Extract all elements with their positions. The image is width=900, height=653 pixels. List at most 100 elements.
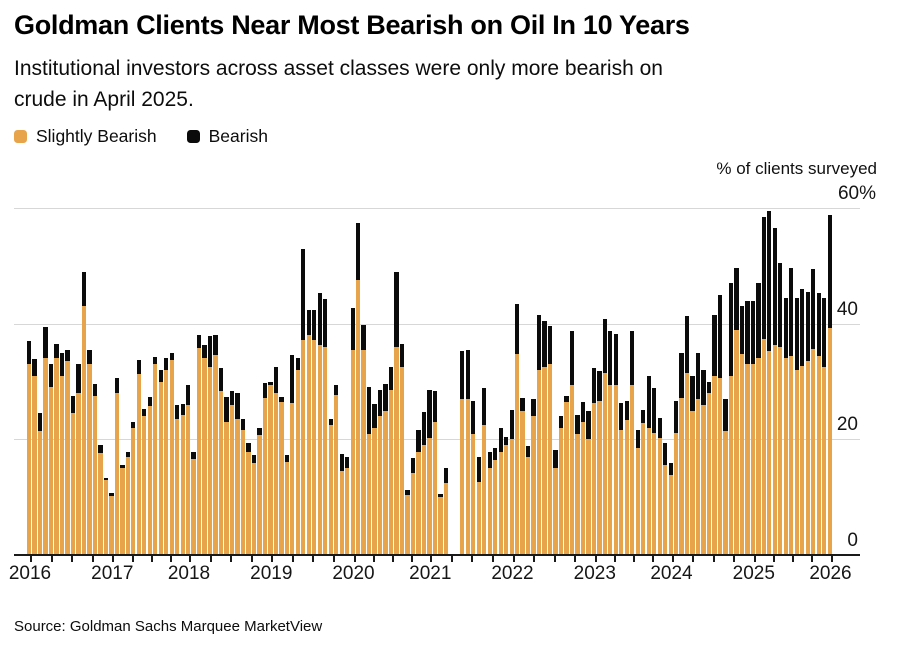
bar-segment-slightly-bearish	[229, 405, 235, 555]
bar-segment-bearish	[164, 358, 169, 370]
bar-segment-slightly-bearish	[641, 423, 646, 555]
bar-segment-bearish	[158, 370, 163, 382]
bar-segment-slightly-bearish	[663, 464, 668, 555]
bar-segment-slightly-bearish	[728, 375, 734, 555]
bar-segment-bearish	[772, 227, 777, 346]
bar-segment-bearish	[712, 315, 717, 376]
bar-segment-bearish	[536, 314, 542, 370]
bar-segment-bearish	[613, 334, 618, 385]
bar-segment-bearish	[690, 375, 695, 411]
bar-segment-bearish	[476, 456, 481, 482]
bar-segment-slightly-bearish	[180, 415, 185, 555]
bar-segment-bearish	[789, 267, 794, 357]
bar-segment-slightly-bearish	[355, 280, 361, 555]
bar-segment-bearish	[279, 396, 284, 402]
bar-segment-slightly-bearish	[350, 349, 355, 555]
bar-segment-slightly-bearish	[591, 403, 597, 555]
bar-segment-bearish	[575, 414, 580, 434]
bar-segment-slightly-bearish	[690, 410, 695, 555]
year-tick-2021	[430, 556, 433, 562]
bar-segment-slightly-bearish	[575, 433, 580, 555]
bar-segment-slightly-bearish	[613, 384, 618, 555]
bar-segment-slightly-bearish	[125, 456, 130, 555]
bar-segment-bearish	[87, 349, 92, 365]
chart-legend: Slightly Bearish Bearish	[14, 125, 268, 147]
bar-segment-slightly-bearish	[520, 410, 525, 555]
bar-segment-bearish	[652, 387, 657, 433]
bar-segment-slightly-bearish	[120, 468, 125, 555]
bar-segment-bearish	[745, 300, 750, 365]
bar-segment-slightly-bearish	[284, 461, 289, 555]
bar-segment-bearish	[822, 297, 827, 368]
source-attribution: Source: Goldman Sachs Marquee MarketView	[14, 618, 323, 635]
bar-segment-bearish	[229, 391, 235, 406]
bar-segment-bearish	[59, 352, 65, 376]
bar-segment-bearish	[520, 397, 525, 411]
year-tick-2019	[271, 556, 274, 562]
bar-segment-bearish	[202, 345, 207, 359]
quarter-tick	[291, 556, 294, 562]
bar-segment-bearish	[493, 448, 498, 460]
bar-segment-slightly-bearish	[37, 430, 43, 555]
bar-segment-bearish	[383, 383, 388, 411]
bar-segment-slightly-bearish	[103, 480, 109, 555]
bar-segment-slightly-bearish	[443, 483, 448, 555]
bar-segment-bearish	[339, 453, 344, 472]
bar-segment-slightly-bearish	[59, 375, 65, 555]
bar-segment-slightly-bearish	[679, 397, 684, 555]
bar-segment-slightly-bearish	[794, 370, 799, 555]
quarter-tick	[712, 556, 715, 562]
bar-segment-slightly-bearish	[558, 427, 564, 555]
bar-segment-bearish	[224, 396, 229, 422]
bar-segment-slightly-bearish	[684, 372, 690, 555]
bar-segment-slightly-bearish	[438, 496, 443, 555]
bar-segment-slightly-bearish	[789, 356, 794, 555]
bar-segment-slightly-bearish	[580, 422, 586, 555]
bar-segment-slightly-bearish	[131, 427, 136, 555]
bar-segment-slightly-bearish	[218, 391, 224, 555]
bar-segment-slightly-bearish	[92, 396, 98, 555]
bar-segment-slightly-bearish	[279, 401, 284, 555]
y-axis-label-20: 20	[836, 414, 858, 436]
bar-segment-slightly-bearish	[268, 385, 273, 555]
bar-segment-bearish	[120, 464, 125, 469]
bar-segment-bearish	[679, 352, 684, 398]
bar-segment-bearish	[240, 418, 246, 431]
bar-segment-slightly-bearish	[306, 335, 311, 555]
quarter-tick	[533, 556, 536, 562]
bar-segment-bearish	[37, 413, 43, 431]
bar-segment-bearish	[125, 451, 130, 457]
y-axis-unit-label: % of clients surveyed	[716, 159, 877, 178]
quarter-tick	[733, 556, 736, 562]
bar-segment-bearish	[624, 401, 629, 420]
bar-segment-slightly-bearish	[196, 348, 202, 555]
bar-segment-bearish	[657, 418, 662, 439]
bar-segment-bearish	[800, 289, 805, 366]
bar-segment-bearish	[262, 383, 268, 399]
bar-segment-slightly-bearish	[32, 375, 37, 555]
bar-segment-bearish	[54, 343, 59, 359]
bar-segment-bearish	[207, 336, 213, 367]
bar-segment-bearish	[213, 334, 218, 355]
bar-segment-slightly-bearish	[827, 327, 832, 555]
bar-segment-bearish	[432, 390, 438, 422]
bar-segment-bearish	[706, 381, 712, 394]
bar-segment-bearish	[405, 490, 410, 495]
bar-segment-slightly-bearish	[191, 458, 196, 555]
bar-segment-slightly-bearish	[383, 410, 388, 555]
bar-segment-slightly-bearish	[514, 354, 520, 555]
bar-segment-bearish	[65, 349, 70, 362]
bar-segment-slightly-bearish	[504, 445, 509, 555]
bar-segment-bearish	[301, 249, 306, 340]
quarter-tick	[250, 556, 253, 562]
bar-segment-bearish	[723, 398, 728, 431]
bar-segment-bearish	[48, 364, 54, 388]
bar-segment-bearish	[728, 283, 734, 376]
bar-segment-bearish	[553, 449, 558, 469]
bar-segment-bearish	[328, 419, 333, 425]
bar-segment-bearish	[312, 309, 317, 340]
bar-segment-slightly-bearish	[553, 468, 558, 555]
bar-segment-bearish	[92, 384, 98, 396]
bar-segment-bearish	[569, 331, 575, 385]
bar-segment-bearish	[416, 430, 421, 452]
